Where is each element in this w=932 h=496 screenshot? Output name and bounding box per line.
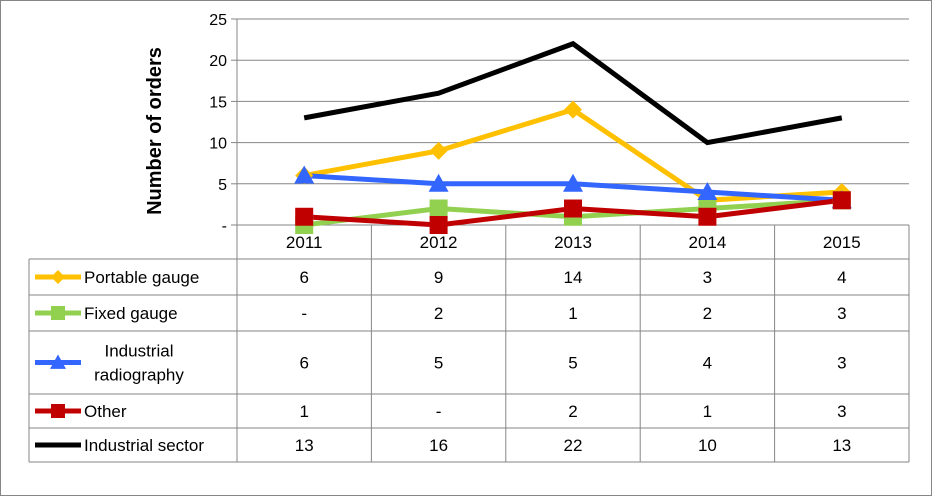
x-category-label: 2014 [688, 233, 726, 252]
table-value: 9 [434, 268, 443, 287]
table-value: 4 [837, 268, 846, 287]
data-point-diamond [564, 100, 582, 119]
series-markers [294, 100, 852, 234]
table-value: 3 [837, 354, 846, 373]
table-value: 2 [434, 304, 443, 323]
x-category-label: 2015 [823, 233, 861, 252]
table-value: 4 [703, 354, 712, 373]
data-point-square [51, 306, 65, 320]
legend-label: Portable gauge [84, 268, 199, 287]
data-point-square [564, 199, 582, 218]
table-value: 3 [703, 268, 712, 287]
y-tick-label: - [222, 218, 227, 235]
table-value: 2 [703, 304, 712, 323]
data-point-triangle [294, 165, 315, 184]
data-point-square [429, 199, 448, 218]
y-axis-title: Number of orders [144, 47, 166, 215]
table-value: 10 [698, 436, 717, 455]
data-point-triangle [50, 354, 66, 369]
table-value: 22 [564, 436, 583, 455]
table-value: 3 [837, 402, 846, 421]
table-value: 5 [568, 354, 577, 373]
x-category-label: 2011 [286, 233, 323, 252]
table-value: 2 [568, 402, 577, 421]
x-category-label: 2012 [420, 233, 458, 252]
table-value: 16 [429, 436, 448, 455]
legend-label: Industrial [105, 342, 174, 361]
table-value: 1 [703, 402, 712, 421]
table-value: 6 [299, 268, 308, 287]
y-tick-label: 5 [218, 177, 227, 194]
data-point-square [51, 404, 65, 418]
x-category-label: 2013 [554, 233, 592, 252]
table-value: 13 [832, 436, 851, 455]
data-point-triangle [697, 182, 718, 201]
legend-label: Fixed gauge [84, 304, 178, 323]
gridlines [231, 18, 909, 226]
table-value: 5 [434, 354, 443, 373]
y-tick-label: 20 [209, 53, 227, 70]
table-value: - [436, 402, 442, 421]
y-tick-label: 25 [209, 12, 227, 29]
legend-label: Industrial sector [84, 436, 204, 455]
data-point-triangle [563, 173, 583, 192]
y-tick-label: 10 [209, 136, 227, 153]
data-point-triangle [428, 173, 449, 192]
series-lines [303, 40, 843, 228]
data-point-square [832, 191, 851, 210]
data-point-diamond [51, 270, 65, 284]
legend-label: Other [84, 402, 127, 421]
data-table [28, 224, 910, 463]
series-line [303, 40, 843, 146]
table-value: 13 [295, 436, 314, 455]
data-point-square [429, 216, 448, 234]
data-point-square [698, 207, 717, 226]
data-point-diamond [429, 141, 448, 160]
table-value: 14 [564, 268, 583, 287]
table-value: 1 [568, 304, 577, 323]
legend-label: radiography [94, 366, 184, 385]
table-value: 1 [299, 402, 308, 421]
table-value: - [301, 304, 307, 323]
table-value: 3 [837, 304, 846, 323]
table-value: 6 [299, 354, 308, 373]
data-point-square [295, 207, 314, 226]
y-tick-label: 15 [209, 94, 227, 111]
